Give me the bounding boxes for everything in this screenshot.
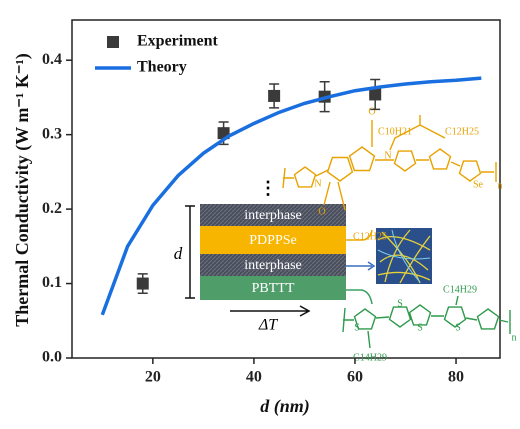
layer-label: PDPPSe bbox=[249, 233, 296, 248]
plot-frame bbox=[71, 19, 501, 359]
chem-label: S bbox=[397, 298, 403, 309]
chem-label: S bbox=[354, 322, 360, 333]
y-axis-title: Thermal Conductivity (W m⁻¹ K⁻¹) bbox=[12, 53, 33, 326]
inset: d ⋮ ΔT interphase PDPPSe interphase PBTTT C1… bbox=[174, 106, 517, 363]
ring bbox=[408, 304, 432, 326]
thickness-label: d bbox=[174, 244, 183, 263]
chem-label: S bbox=[455, 322, 461, 333]
ring bbox=[443, 306, 467, 328]
ellipsis: ⋮ bbox=[259, 178, 277, 198]
chem-label: N bbox=[314, 178, 321, 189]
ring bbox=[293, 166, 317, 188]
y-tick-label: 0.3 bbox=[42, 125, 62, 142]
layer bbox=[200, 254, 346, 276]
fiber bbox=[377, 229, 431, 283]
chem-label: n bbox=[498, 180, 503, 191]
ring bbox=[348, 146, 376, 172]
layer bbox=[200, 204, 346, 226]
bond bbox=[342, 295, 511, 349]
arrow bbox=[367, 261, 376, 271]
chem-label: C12H25 bbox=[353, 231, 387, 242]
y-tick-label: 0.4 bbox=[42, 51, 62, 68]
layer-label: interphase bbox=[244, 208, 302, 223]
ring bbox=[353, 308, 377, 330]
chem-label: n bbox=[512, 332, 517, 343]
theory-line bbox=[100, 76, 482, 316]
y-tick-label: 0.0 bbox=[42, 349, 62, 366]
gradient-arrow bbox=[230, 305, 311, 317]
x-tick-label: 40 bbox=[246, 369, 262, 386]
layer-label: interphase bbox=[244, 258, 302, 273]
layer-label: PBTTT bbox=[252, 281, 295, 296]
bond bbox=[282, 159, 497, 189]
ring bbox=[476, 308, 500, 330]
data-point bbox=[268, 89, 281, 102]
y-tick-label: 0.2 bbox=[42, 200, 62, 217]
data-point bbox=[369, 88, 382, 101]
chem-label: C14H29 bbox=[443, 284, 477, 295]
ring bbox=[326, 156, 354, 182]
chem-label: C14H29 bbox=[353, 352, 387, 363]
bond bbox=[323, 115, 446, 211]
thickness-bracket bbox=[185, 205, 195, 299]
legend-label: Theory bbox=[137, 59, 187, 76]
x-tick-label: 60 bbox=[347, 369, 363, 386]
chem-label: Se bbox=[473, 179, 484, 190]
ring bbox=[428, 148, 452, 170]
gradient-label: ΔT bbox=[258, 317, 278, 334]
chem-label: O bbox=[368, 106, 375, 117]
legend-label: Experiment bbox=[137, 33, 219, 50]
layer bbox=[200, 276, 346, 300]
chem-label: O bbox=[318, 206, 325, 217]
chem-label: N bbox=[384, 150, 391, 161]
x-axis-title: d (nm) bbox=[260, 396, 310, 417]
chem-label: C10H21 bbox=[378, 126, 412, 137]
chem-label: S bbox=[417, 322, 423, 333]
y-tick-label: 0.1 bbox=[42, 274, 62, 291]
ring bbox=[393, 150, 417, 172]
x-tick-label: 20 bbox=[145, 369, 161, 386]
data-point bbox=[136, 277, 149, 290]
fiber bbox=[377, 229, 431, 284]
arrow bbox=[346, 229, 373, 241]
ring bbox=[458, 160, 482, 182]
chem-label: C12H25 bbox=[445, 126, 479, 137]
legend-marker bbox=[107, 36, 119, 48]
x-tick-label: 80 bbox=[448, 369, 464, 386]
layer bbox=[200, 226, 346, 254]
arrow bbox=[346, 289, 373, 305]
ring bbox=[388, 306, 412, 328]
